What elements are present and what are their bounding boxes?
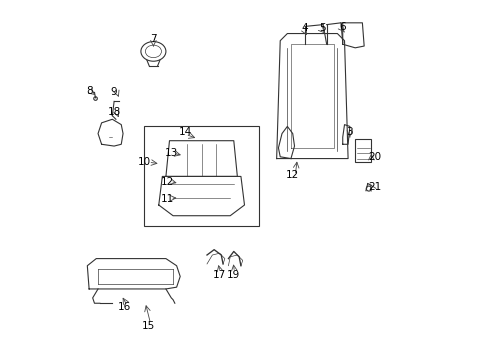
Text: 12: 12 — [285, 170, 299, 180]
Text: 9: 9 — [111, 87, 117, 98]
Text: 16: 16 — [118, 302, 131, 312]
Text: 19: 19 — [227, 270, 240, 280]
Text: 12: 12 — [161, 177, 174, 187]
Text: 11: 11 — [161, 194, 174, 203]
Text: 20: 20 — [367, 152, 381, 162]
Text: 10: 10 — [138, 157, 151, 167]
Text: 5: 5 — [318, 23, 325, 33]
Text: 18: 18 — [107, 107, 121, 117]
Text: 21: 21 — [367, 182, 381, 192]
Text: 13: 13 — [164, 148, 178, 158]
Text: 8: 8 — [85, 86, 92, 96]
Bar — [354, 139, 370, 162]
Text: 17: 17 — [212, 270, 225, 280]
Text: 15: 15 — [142, 321, 155, 331]
Text: 4: 4 — [301, 23, 307, 33]
Text: 7: 7 — [150, 34, 156, 44]
Text: 3: 3 — [346, 127, 352, 137]
Text: 6: 6 — [339, 22, 346, 32]
Text: 14: 14 — [179, 127, 192, 137]
Bar — [144, 126, 258, 226]
